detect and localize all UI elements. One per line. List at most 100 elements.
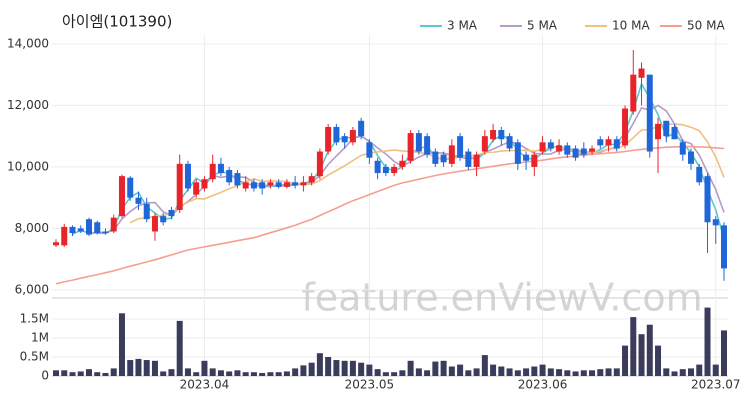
volume-bar (358, 362, 365, 376)
candle-body (415, 133, 422, 152)
candle-body (160, 216, 167, 223)
volume-bar (143, 360, 150, 376)
volume-bar (490, 364, 497, 376)
ma-line (55, 145, 725, 285)
candle-body (597, 139, 604, 146)
candle-body (671, 126, 678, 140)
candle-body (118, 176, 125, 217)
y-tick-label: 10,000 (7, 159, 49, 173)
candle-body (391, 166, 398, 174)
volume-bar (391, 372, 398, 376)
volume-bar (349, 360, 356, 376)
y-tick-label: 1.5M (20, 312, 49, 326)
volume-bar (267, 372, 274, 376)
x-tick-label: 2023.07 (691, 378, 741, 392)
candle-body (539, 142, 546, 152)
candle-body (498, 130, 505, 140)
volume-bar (655, 345, 662, 376)
volume-bar (646, 324, 653, 376)
volume-bar (193, 372, 200, 376)
volume-bar (325, 357, 332, 376)
volume-bar (53, 370, 59, 376)
candle-body (102, 231, 109, 234)
volume-bar (448, 366, 455, 376)
candle-body (325, 126, 332, 152)
candle-body (242, 182, 249, 189)
volume-bar (572, 371, 579, 376)
candle-body (547, 142, 554, 149)
candle-body (655, 123, 662, 140)
volume-bar (457, 364, 464, 376)
candle-body (712, 219, 719, 226)
volume-bar (259, 372, 266, 376)
volume-bar (424, 370, 431, 376)
x-tick-label: 2023.05 (345, 378, 395, 392)
volume-bar (316, 353, 323, 376)
candle-body (564, 145, 571, 155)
chart-title: 아이엠(101390) (62, 13, 172, 31)
candle-body (292, 182, 299, 186)
candle-body (316, 151, 323, 177)
candle-body (481, 136, 488, 152)
volume-bar (613, 368, 620, 376)
candle-body (275, 182, 282, 187)
volume-bar (597, 369, 604, 376)
candle-body (721, 225, 727, 269)
legend-label: 5 MA (527, 19, 558, 33)
y-tick-label: 8,000 (15, 221, 49, 235)
candle-body (61, 226, 68, 246)
candle-body (94, 222, 101, 234)
candle-body (407, 133, 414, 161)
candle-body (358, 120, 365, 137)
volume-bar (308, 362, 315, 376)
candle-body (349, 130, 356, 143)
volume-bar (127, 360, 134, 376)
candle-body (440, 154, 447, 163)
volume-bar (630, 317, 637, 376)
candle-body (69, 226, 76, 234)
volume-bar (168, 369, 175, 376)
candle-body (176, 163, 183, 210)
candle-body (638, 68, 645, 78)
volume-bar (663, 368, 670, 376)
candle-body (572, 148, 579, 158)
candle-body (151, 216, 158, 232)
candle-body (605, 139, 612, 146)
candle-body (679, 142, 686, 155)
candle-body (473, 154, 480, 167)
candle-body (267, 182, 274, 186)
volume-bar (704, 307, 711, 376)
candle-body (506, 136, 513, 149)
volume-bar (94, 372, 101, 376)
volume-bar (333, 360, 340, 376)
volume-bar (415, 368, 422, 376)
volume-bar (160, 371, 167, 376)
volume-bar (366, 364, 373, 376)
candle-body (209, 163, 216, 180)
candle-body (424, 136, 431, 155)
candle-body (448, 145, 455, 164)
candle-body (85, 219, 92, 235)
volume-bar (696, 364, 703, 376)
candle-body (646, 74, 653, 152)
volume-bar (539, 364, 546, 376)
volume-bar (209, 368, 216, 376)
volume-bar (679, 369, 686, 376)
volume-bar (250, 372, 257, 376)
volume-bar (110, 368, 117, 376)
candle-body (283, 182, 290, 187)
volume-bar (712, 364, 719, 376)
volume-bar (77, 371, 84, 376)
y-tick-label: 6,000 (15, 282, 49, 296)
volume-bar (498, 366, 505, 376)
volume-bar (506, 368, 513, 376)
volume-bar (671, 371, 678, 376)
y-tick-label: 1M (31, 331, 49, 345)
x-tick-label: 2023.04 (180, 378, 230, 392)
volume-bar (217, 370, 224, 376)
candle-body (589, 148, 596, 152)
candle-body (556, 145, 563, 152)
volume-bar (118, 313, 125, 376)
candle-body (250, 182, 257, 189)
